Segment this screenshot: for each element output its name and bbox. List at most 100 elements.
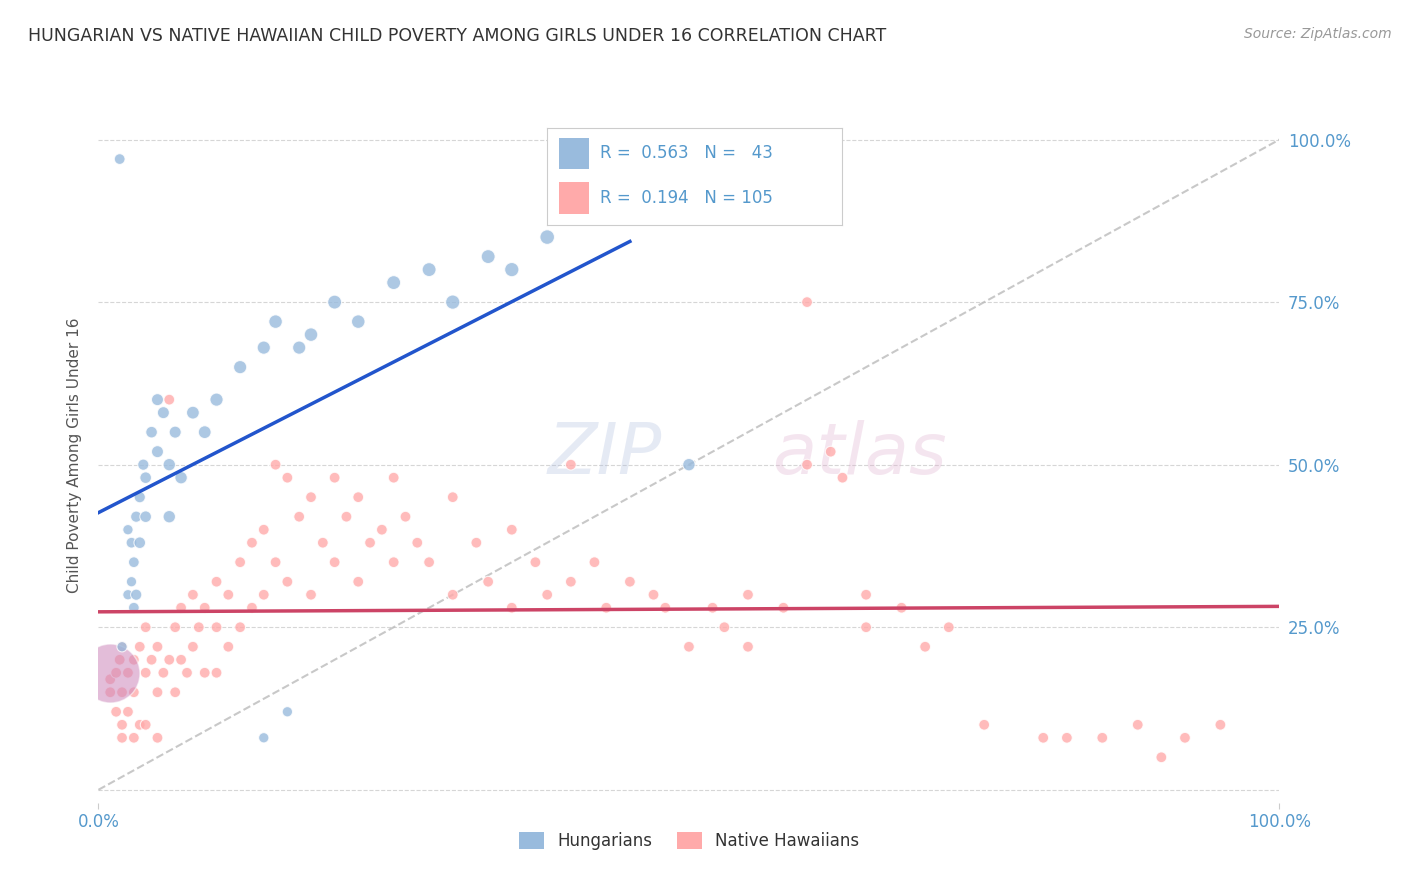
Point: [938, 620, 960, 634]
Point: [299, 588, 322, 602]
Point: [205, 620, 228, 634]
Point: [536, 588, 558, 602]
Point: [678, 458, 700, 472]
Point: [181, 406, 204, 420]
Point: [117, 588, 139, 602]
Point: [371, 523, 394, 537]
Point: [122, 685, 145, 699]
Point: [347, 490, 370, 504]
Point: [194, 665, 217, 680]
Point: [560, 211, 582, 225]
Point: [973, 718, 995, 732]
Point: [135, 718, 157, 732]
Point: [737, 588, 759, 602]
Point: [240, 535, 263, 549]
Point: [536, 230, 558, 244]
Point: [501, 600, 523, 615]
Point: [382, 555, 405, 569]
Point: [465, 535, 488, 549]
Point: [1091, 731, 1114, 745]
Point: [152, 665, 174, 680]
Point: [288, 509, 311, 524]
Point: [831, 471, 853, 485]
Point: [128, 490, 150, 504]
Point: [135, 620, 157, 634]
Point: [524, 555, 547, 569]
Point: [108, 152, 131, 166]
Point: [141, 653, 163, 667]
Point: [146, 640, 169, 654]
Point: [122, 731, 145, 745]
Point: [501, 523, 523, 537]
Point: [205, 574, 228, 589]
Point: [128, 640, 150, 654]
Point: [855, 620, 877, 634]
Point: [253, 731, 276, 745]
Point: [418, 262, 440, 277]
Point: [146, 731, 169, 745]
Point: [276, 574, 298, 589]
Point: [111, 640, 134, 654]
Point: [418, 555, 440, 569]
Point: [132, 458, 155, 472]
Point: [141, 425, 163, 439]
Point: [890, 600, 912, 615]
Point: [217, 640, 239, 654]
Point: [323, 471, 346, 485]
Text: HUNGARIAN VS NATIVE HAWAIIAN CHILD POVERTY AMONG GIRLS UNDER 16 CORRELATION CHAR: HUNGARIAN VS NATIVE HAWAIIAN CHILD POVER…: [28, 27, 886, 45]
Point: [108, 653, 131, 667]
Point: [1056, 731, 1078, 745]
Point: [1150, 750, 1173, 764]
Point: [560, 574, 582, 589]
Point: [229, 620, 252, 634]
Point: [312, 535, 335, 549]
Point: [347, 315, 370, 329]
Point: [170, 653, 193, 667]
Point: [128, 718, 150, 732]
Point: [323, 295, 346, 310]
Point: [152, 406, 174, 420]
Point: [122, 653, 145, 667]
Point: [194, 425, 217, 439]
Point: [1126, 718, 1149, 732]
Point: [181, 588, 204, 602]
Point: [1032, 731, 1054, 745]
Point: [288, 341, 311, 355]
Point: [253, 588, 276, 602]
Point: [157, 458, 180, 472]
Legend: Hungarians, Native Hawaiians: Hungarians, Native Hawaiians: [512, 826, 866, 857]
Point: [121, 535, 143, 549]
Text: Source: ZipAtlas.com: Source: ZipAtlas.com: [1244, 27, 1392, 41]
Y-axis label: Child Poverty Among Girls Under 16: Child Poverty Among Girls Under 16: [67, 318, 83, 592]
Point: [264, 315, 287, 329]
Point: [205, 665, 228, 680]
Point: [165, 685, 187, 699]
Point: [737, 640, 759, 654]
Point: [125, 588, 148, 602]
Point: [253, 341, 276, 355]
Point: [796, 295, 818, 310]
Point: [702, 600, 724, 615]
Point: [253, 523, 276, 537]
Point: [335, 509, 357, 524]
Point: [194, 600, 217, 615]
Point: [157, 392, 180, 407]
Point: [299, 490, 322, 504]
Point: [205, 392, 228, 407]
Point: [176, 665, 198, 680]
Point: [146, 444, 169, 458]
Point: [170, 600, 193, 615]
Point: [394, 509, 416, 524]
Point: [98, 672, 121, 686]
Point: [678, 640, 700, 654]
Point: [382, 276, 405, 290]
Point: [98, 685, 121, 699]
Point: [619, 574, 641, 589]
Point: [240, 600, 263, 615]
Point: [713, 620, 735, 634]
Point: [820, 444, 842, 458]
Point: [165, 620, 187, 634]
Point: [121, 574, 143, 589]
Point: [477, 574, 499, 589]
Point: [1174, 731, 1197, 745]
